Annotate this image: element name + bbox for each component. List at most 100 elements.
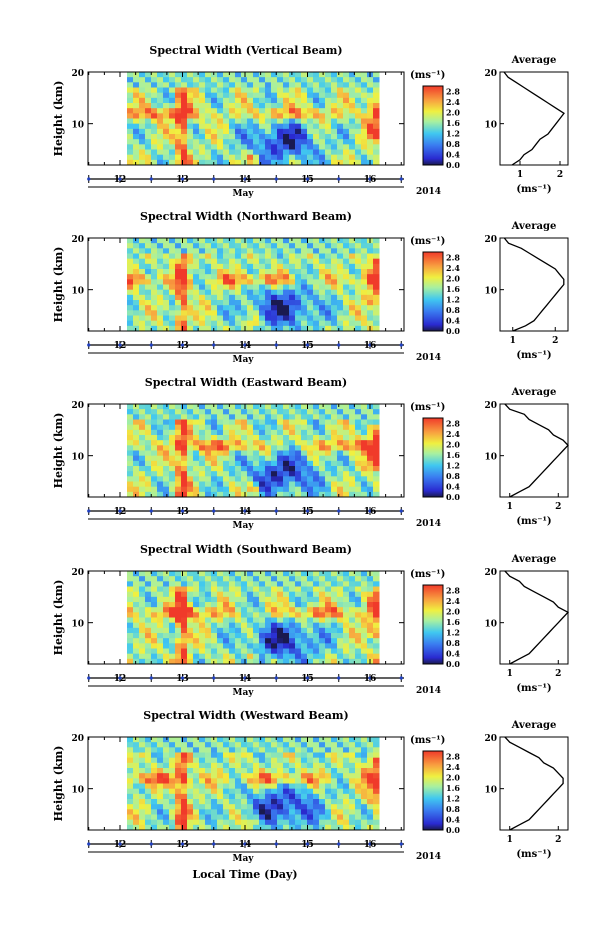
heatmap-cell: [259, 586, 266, 593]
heatmap-cell: [265, 258, 272, 265]
heatmap-cell: [193, 581, 200, 587]
heatmap-cell: [127, 788, 134, 795]
plot-frame: [87, 237, 405, 332]
heatmap-cell: [277, 460, 284, 467]
heatmap-cell: [235, 622, 242, 629]
heatmap-cell: [331, 617, 338, 624]
heatmap-cell: [163, 269, 170, 275]
heatmap-cell: [271, 118, 278, 125]
heatmap-cell: [373, 581, 380, 587]
heatmap-cell: [283, 320, 290, 327]
heatmap-cell: [175, 596, 182, 603]
heatmap-cell: [343, 72, 350, 78]
heatmap-cell: [367, 134, 374, 140]
heatmap-cell: [253, 144, 260, 150]
heatmap-cell: [289, 627, 296, 634]
heatmap-cell: [307, 793, 314, 800]
heatmap-cell: [289, 289, 296, 296]
heatmap-cell: [349, 108, 356, 114]
heatmap-cell: [205, 238, 212, 244]
heatmap-cell: [271, 92, 278, 99]
heatmap-cell: [193, 128, 200, 135]
heatmap-cell: [241, 123, 248, 130]
heatmap-cell: [157, 752, 164, 759]
heatmap-cell: [355, 404, 362, 410]
heatmap-cell: [139, 793, 146, 800]
heatmap-cell: [247, 284, 254, 291]
year-label: 2014: [416, 852, 441, 862]
heatmap-cell: [265, 300, 272, 306]
heatmap-cell: [247, 414, 254, 420]
heatmap-cell: [151, 648, 158, 655]
heatmap-cell: [139, 466, 146, 472]
heatmap-cell: [307, 72, 314, 78]
heatmap-cell: [277, 455, 284, 462]
heatmap-cell: [241, 294, 248, 301]
heatmap-cell: [157, 289, 164, 296]
heatmap-cell: [229, 471, 236, 477]
heatmap-cell: [265, 440, 272, 446]
heatmap-cell: [211, 617, 218, 624]
heatmap-cell: [145, 269, 152, 275]
heatmap-cell: [175, 97, 182, 104]
heatmap-cell: [145, 486, 152, 493]
heatmap-cell: [361, 300, 368, 306]
heatmap-cell: [223, 409, 230, 415]
heatmap-cell: [145, 97, 152, 104]
x-tick-label: 13: [176, 341, 189, 351]
heatmap-cell: [283, 128, 290, 135]
heatmap-cell: [313, 108, 320, 114]
heatmap-cell: [247, 159, 254, 166]
heatmap-cell: [175, 450, 182, 457]
heatmap-cell: [175, 325, 182, 332]
heatmap-cell: [325, 279, 332, 285]
heatmap-cell: [337, 783, 344, 790]
heatmap-cell: [373, 118, 380, 125]
heatmap-cell: [181, 238, 188, 244]
heatmap-cell: [271, 424, 278, 431]
heatmap-cell: [301, 768, 308, 774]
heatmap-cell: [163, 819, 170, 826]
heatmap-cell: [235, 643, 242, 649]
heatmap-cell: [337, 128, 344, 135]
heatmap-cell: [199, 481, 206, 488]
heatmap-cell: [187, 284, 194, 291]
heatmap-cell: [247, 419, 254, 426]
heatmap-cell: [289, 134, 296, 140]
heatmap-cell: [169, 118, 176, 125]
heatmap-cell: [349, 149, 356, 156]
heatmap-cell: [319, 737, 326, 743]
heatmap-cell: [337, 737, 344, 743]
heatmap-cell: [361, 139, 368, 145]
heatmap-cell: [295, 269, 302, 275]
heatmap-cell: [211, 263, 218, 270]
heatmap-cell: [193, 824, 200, 831]
heatmap-cell: [259, 325, 266, 332]
heatmap-cell: [223, 72, 230, 78]
heatmap-cell: [163, 778, 170, 784]
heatmap-cell: [373, 455, 380, 462]
heatmap-cell: [355, 773, 362, 779]
heatmap-cell: [193, 638, 200, 644]
heatmap-cell: [157, 607, 164, 613]
heatmap-cell: [343, 768, 350, 774]
heatmap-cell: [211, 804, 218, 810]
heatmap-cell: [265, 804, 272, 810]
heatmap-cell: [295, 108, 302, 114]
heatmap-cell: [313, 419, 320, 426]
heatmap-cell: [181, 757, 188, 764]
heatmap-cell: [247, 97, 254, 104]
heatmap-cell: [301, 602, 308, 608]
heatmap-cell: [223, 799, 230, 805]
heatmap-cell: [343, 77, 350, 83]
heatmap-cell: [133, 571, 140, 577]
heatmap-cell: [265, 658, 272, 665]
heatmap-cell: [253, 253, 260, 260]
heatmap-cell: [157, 824, 164, 831]
heatmap-cell: [265, 77, 272, 83]
heatmap-cell: [157, 571, 164, 577]
heatmap-cell: [187, 325, 194, 332]
heatmap-cell: [295, 591, 302, 598]
heatmap-cell: [229, 819, 236, 826]
heatmap-cell: [319, 653, 326, 660]
